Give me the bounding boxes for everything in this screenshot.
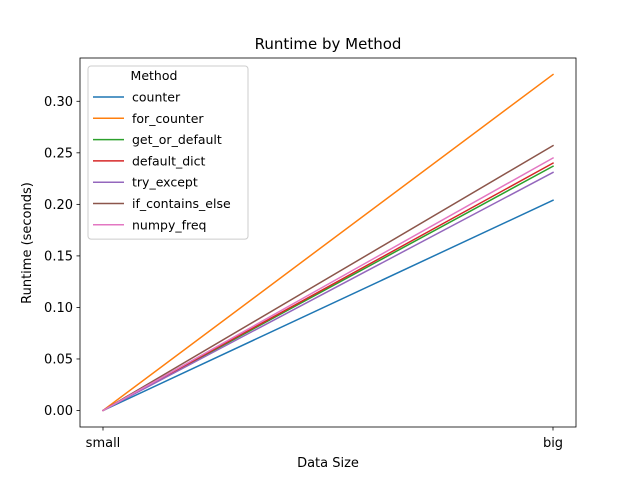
legend-label-try-except: try_except [132,175,198,190]
legend-label-numpy-freq: numpy_freq [132,217,207,232]
legend-label-counter: counter [132,90,181,105]
series-line-numpy-freq [101,156,555,412]
series-line-try-except [101,171,555,412]
y-tick-label: 0.00 [44,404,73,419]
x-tick-label: big [543,436,563,451]
y-tick-label: 0.25 [44,146,73,161]
legend-title: Method [131,68,178,83]
series-line-counter [102,199,554,412]
y-tick-label: 0.20 [44,198,73,213]
chart-title: Runtime by Method [255,35,402,53]
legend: Method counter for_counter get_or_defaultde… [87,65,249,240]
x-tick-label: small [86,436,121,451]
legend-label-get-or-default: get_or_default [132,132,222,147]
legend-box [87,65,249,240]
series-line-for-counter [101,73,555,412]
y-axis-label: Runtime (seconds) [20,182,35,304]
legend-label-for-counter: for_counter [132,111,204,126]
y-tick-label: 0.15 [44,249,73,264]
axes-frame [79,57,577,428]
legend-label-if-contains-else: if_contains_else [132,196,231,211]
y-tick-label: 0.30 [44,95,73,110]
plot-area: 0.00 0.05 0.10 0.15 0.20 0.25 0.30 small big [44,57,577,451]
legend-label-default-dict: default_dict [132,153,206,168]
series-line-if-contains-else [101,144,555,412]
x-axis-label: Data Size [297,456,359,471]
y-tick-label: 0.10 [44,301,73,316]
y-tick-label: 0.05 [44,352,73,367]
